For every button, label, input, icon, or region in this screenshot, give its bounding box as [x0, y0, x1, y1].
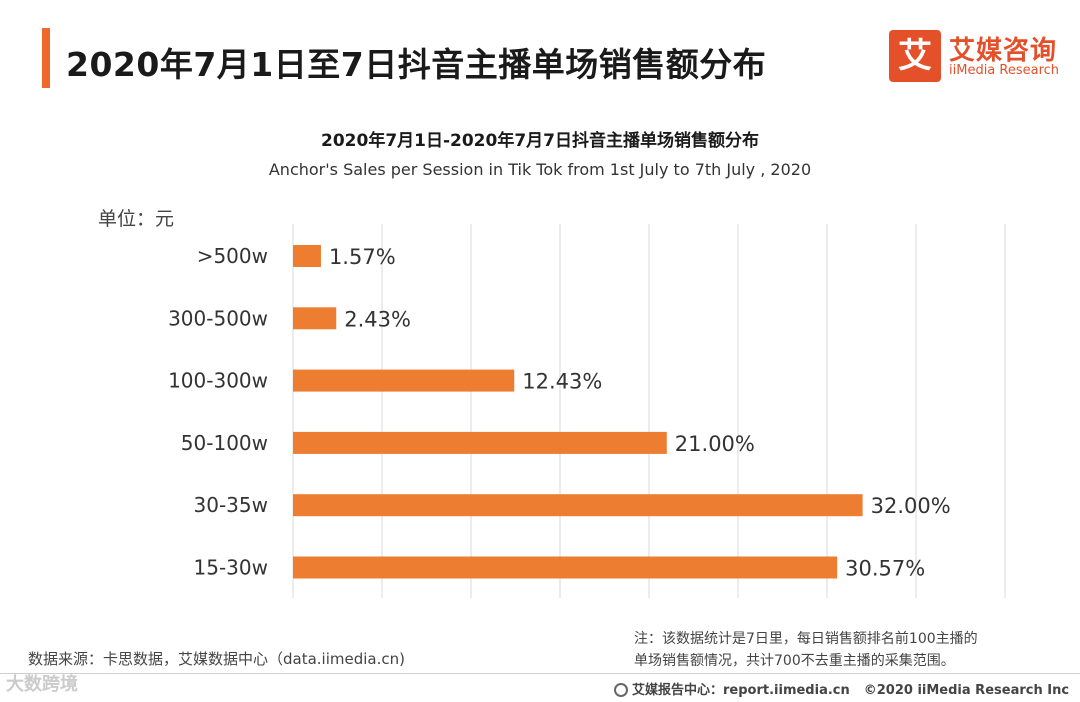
bar — [293, 494, 863, 517]
data-label: 2.43% — [344, 307, 411, 331]
footnote-line-2: 单场销售额情况，共计700不去重主播的采集范围。 — [634, 653, 955, 669]
footnote-line-1: 注：该数据统计是7日里，每日销售额排名前100主播的 — [634, 631, 978, 647]
report-link[interactable]: 艾媒报告中心：report.iimedia.cn — [632, 683, 850, 698]
watermark: 大数跨境 — [6, 674, 78, 695]
logo-chinese-name: 艾媒咨询 — [949, 36, 1058, 66]
data-label: 1.57% — [329, 245, 396, 269]
title-accent-bar — [42, 28, 50, 88]
chart-subtitle: Anchor's Sales per Session in Tik Tok fr… — [268, 160, 812, 179]
bar — [293, 431, 667, 454]
globe-icon — [614, 683, 628, 697]
unit-label: 单位：元 — [98, 208, 175, 230]
footer-divider — [0, 673, 1080, 674]
logo-english-name: iiMedia Research — [949, 63, 1060, 78]
copyright: ©2020 iiMedia Research Inc — [863, 683, 1070, 698]
chart-title: 2020年7月1日-2020年7月7日抖音主播单场销售额分布 — [321, 131, 759, 151]
footnote: 注：该数据统计是7日里，每日销售额排名前100主播的 单场销售额情况，共计700… — [634, 628, 978, 672]
category-label: 50-100w — [181, 431, 268, 455]
bar — [293, 369, 515, 392]
category-label: 30-35w — [194, 493, 268, 517]
page-title: 2020年7月1日至7日抖音主播单场销售额分布 — [66, 45, 767, 84]
bar — [293, 245, 321, 267]
category-label: >500w — [197, 244, 268, 268]
data-label: 21.00% — [675, 432, 755, 456]
data-label: 12.43% — [522, 370, 602, 394]
data-label: 32.00% — [871, 494, 951, 518]
footer-bar: 艾媒报告中心：report.iimedia.cn ©2020 iiMedia Re… — [614, 679, 1069, 698]
bar-chart: >500w 1.57% 300-500w 2.43% 100-300w 12.43% 50-… — [168, 224, 1006, 598]
data-label: 30.57% — [845, 557, 925, 581]
category-label: 100-300w — [168, 369, 268, 393]
bar — [293, 307, 337, 330]
logo-mark-icon: 艾 — [889, 30, 941, 82]
category-label: 15-30w — [194, 556, 268, 580]
bar — [293, 556, 838, 579]
data-source: 数据来源：卡思数据，艾媒数据中心（data.iimedia.cn) — [28, 650, 405, 668]
category-label: 300-500w — [168, 306, 268, 330]
